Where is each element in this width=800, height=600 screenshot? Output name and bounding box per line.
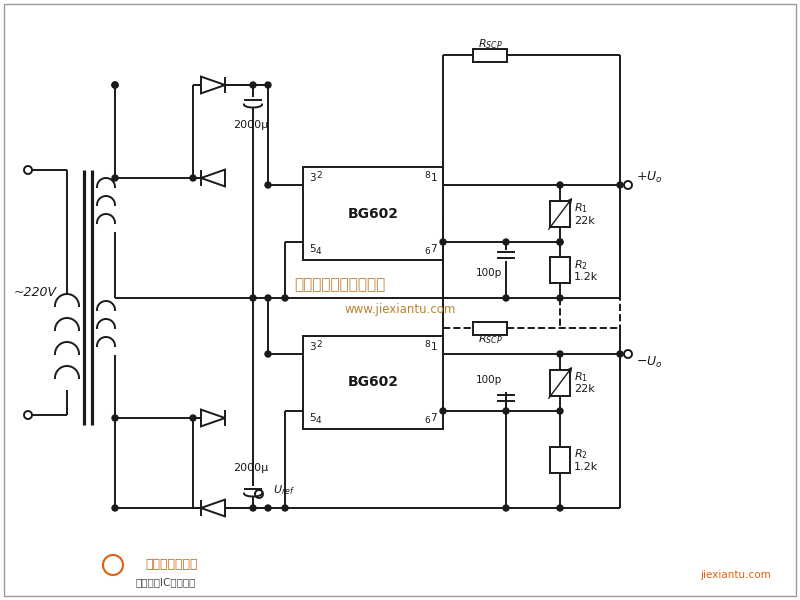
Bar xyxy=(550,446,570,473)
Text: 22k: 22k xyxy=(574,385,594,395)
Circle shape xyxy=(282,295,288,301)
Circle shape xyxy=(112,505,118,511)
Text: 4: 4 xyxy=(316,247,322,256)
Text: 7: 7 xyxy=(430,244,437,254)
Circle shape xyxy=(503,295,509,301)
Circle shape xyxy=(250,505,256,511)
Text: 2000μ: 2000μ xyxy=(234,120,269,130)
Text: 1.2k: 1.2k xyxy=(574,272,598,282)
Text: 3: 3 xyxy=(309,342,316,352)
Circle shape xyxy=(112,415,118,421)
Text: 100p: 100p xyxy=(476,375,502,385)
Text: $-U_o$: $-U_o$ xyxy=(636,355,662,370)
Text: 5: 5 xyxy=(309,413,316,423)
Text: BG602: BG602 xyxy=(347,376,398,389)
Circle shape xyxy=(112,175,118,181)
Text: ~220V: ~220V xyxy=(14,286,57,299)
Circle shape xyxy=(282,505,288,511)
Circle shape xyxy=(265,505,271,511)
Polygon shape xyxy=(201,410,225,427)
Bar xyxy=(550,200,570,226)
Text: 全球最大IC采购网站: 全球最大IC采购网站 xyxy=(135,577,195,587)
Circle shape xyxy=(557,239,563,245)
Circle shape xyxy=(265,351,271,357)
Text: 维库电子市场网: 维库电子市场网 xyxy=(145,559,198,571)
Polygon shape xyxy=(201,170,225,187)
Text: 1: 1 xyxy=(430,173,437,183)
Text: 8: 8 xyxy=(424,340,430,349)
Circle shape xyxy=(440,408,446,414)
Circle shape xyxy=(557,182,563,188)
Text: 22k: 22k xyxy=(574,215,594,226)
Circle shape xyxy=(250,295,256,301)
Circle shape xyxy=(112,82,118,88)
Text: $R_1$: $R_1$ xyxy=(574,202,588,215)
Circle shape xyxy=(503,239,509,245)
Text: jiexiantu.com: jiexiantu.com xyxy=(700,570,770,580)
Text: 1.2k: 1.2k xyxy=(574,461,598,472)
Text: BG602: BG602 xyxy=(347,206,398,220)
Text: 7: 7 xyxy=(430,413,437,423)
Text: 2: 2 xyxy=(316,171,322,180)
Text: $R_{SCP}$: $R_{SCP}$ xyxy=(478,332,502,346)
Text: 2000μ: 2000μ xyxy=(234,463,269,473)
Circle shape xyxy=(250,82,256,88)
Bar xyxy=(303,336,443,429)
Text: 100p: 100p xyxy=(476,268,502,278)
Polygon shape xyxy=(201,77,225,94)
Circle shape xyxy=(557,239,563,245)
Text: $R_2$: $R_2$ xyxy=(574,448,588,461)
Bar xyxy=(550,370,570,395)
Text: 6: 6 xyxy=(424,247,430,256)
Circle shape xyxy=(557,505,563,511)
Polygon shape xyxy=(201,500,225,517)
Text: $+U_o$: $+U_o$ xyxy=(636,169,662,185)
Circle shape xyxy=(617,351,623,357)
Text: 4: 4 xyxy=(316,416,322,425)
Text: $R_1$: $R_1$ xyxy=(574,371,588,385)
Circle shape xyxy=(190,415,196,421)
Text: 2: 2 xyxy=(316,340,322,349)
Circle shape xyxy=(112,82,118,88)
Bar xyxy=(473,322,507,335)
Text: 6: 6 xyxy=(424,416,430,425)
Circle shape xyxy=(557,295,563,301)
Bar xyxy=(303,167,443,260)
Text: 1: 1 xyxy=(430,342,437,352)
Text: $R_2$: $R_2$ xyxy=(574,258,588,272)
Text: $U_{ref}$: $U_{ref}$ xyxy=(273,483,295,497)
Text: www.jiexiantu.com: www.jiexiantu.com xyxy=(344,304,456,317)
Circle shape xyxy=(557,408,563,414)
Text: 5: 5 xyxy=(309,244,316,254)
Circle shape xyxy=(190,175,196,181)
Circle shape xyxy=(265,295,271,301)
Circle shape xyxy=(265,82,271,88)
Bar xyxy=(550,257,570,283)
Circle shape xyxy=(440,239,446,245)
Circle shape xyxy=(503,505,509,511)
Circle shape xyxy=(617,182,623,188)
Circle shape xyxy=(503,408,509,414)
Text: 8: 8 xyxy=(424,171,430,180)
Text: $R_{SCP}$: $R_{SCP}$ xyxy=(478,37,502,51)
Circle shape xyxy=(265,182,271,188)
Text: 3: 3 xyxy=(309,173,316,183)
Text: 杭州将睿科技有限公司: 杭州将睿科技有限公司 xyxy=(294,277,386,292)
Circle shape xyxy=(557,351,563,357)
Bar xyxy=(473,49,507,61)
